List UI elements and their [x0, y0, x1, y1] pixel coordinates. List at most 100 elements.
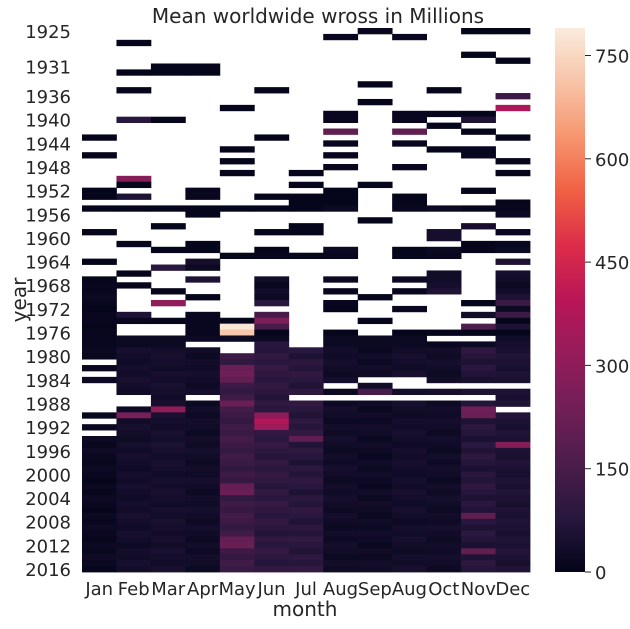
heatmap-cell [254, 347, 290, 354]
heatmap-cell [150, 359, 186, 366]
heatmap-cell [426, 465, 462, 472]
heatmap-cell [254, 335, 290, 342]
heatmap-cell [323, 524, 359, 532]
heatmap-cell [426, 282, 462, 289]
heatmap-cell [323, 116, 359, 124]
heatmap-cell [426, 122, 462, 129]
heatmap-cell [150, 447, 186, 455]
heatmap-cell [323, 453, 359, 461]
heatmap-cell [185, 335, 221, 342]
heatmap-cell [82, 524, 117, 532]
heatmap-cell [323, 465, 359, 472]
heatmap-cell [185, 382, 221, 390]
heatmap-cell [254, 317, 290, 325]
heatmap-cell [288, 388, 324, 396]
y-tick-label: 1964 [25, 253, 71, 274]
heatmap-cell [116, 311, 152, 319]
heatmap-cell [82, 282, 117, 289]
heatmap-cell [392, 459, 428, 466]
heatmap-cell [392, 193, 428, 200]
heatmap-cell [426, 501, 462, 508]
heatmap-cell [392, 329, 428, 336]
heatmap-cell [254, 524, 290, 532]
heatmap-cell [495, 288, 531, 295]
heatmap-cell [82, 453, 117, 461]
heatmap-cell [150, 512, 186, 520]
heatmap-cell [495, 104, 531, 112]
heatmap-cell [495, 199, 531, 206]
heatmap-cell [323, 512, 359, 520]
heatmap-cell [323, 548, 359, 555]
heatmap-cell [357, 542, 393, 549]
heatmap-cell [254, 489, 290, 496]
heatmap-cell [323, 33, 359, 41]
heatmap-cell [495, 246, 531, 254]
heatmap-cell [495, 412, 531, 419]
heatmap-cell [150, 554, 186, 561]
heatmap-cell [254, 134, 290, 141]
heatmap-cell [461, 240, 496, 248]
heatmap-cell [461, 400, 496, 407]
heatmap-cell [254, 554, 290, 561]
heatmap-cell [426, 87, 462, 94]
heatmap-cell [495, 341, 531, 348]
heatmap-cell [495, 335, 531, 342]
heatmap-cell [116, 181, 152, 189]
heatmap-cell [116, 341, 152, 348]
x-axis-ticks: Jan Feb Mar Apr May Jun Jul Aug Sep Aug Oct Nov Dec [84, 579, 530, 600]
heatmap-cell [323, 376, 359, 384]
heatmap-cell [495, 495, 531, 502]
heatmap-cell [426, 270, 462, 277]
heatmap-cell [426, 406, 462, 413]
heatmap-cell [392, 483, 428, 490]
heatmap-cell [495, 311, 531, 319]
heatmap-cell [150, 388, 186, 396]
heatmap-cell [392, 506, 428, 514]
heatmap-cell [254, 359, 290, 366]
heatmap-cell [150, 560, 186, 567]
heatmap-cell [150, 223, 186, 230]
heatmap-cell [357, 512, 393, 520]
heatmap-cell [254, 418, 290, 425]
heatmap-cell [185, 548, 221, 555]
heatmap-cell [254, 566, 290, 573]
heatmap-cell [185, 388, 221, 396]
heatmap-cell [357, 530, 393, 537]
heatmap-cell [254, 282, 290, 289]
y-tick-label: 1984 [25, 371, 71, 392]
heatmap-cell [495, 430, 531, 437]
heatmap-cell [254, 506, 290, 514]
heatmap-cell [357, 181, 393, 189]
heatmap-cell [357, 424, 393, 431]
heatmap-cell [150, 347, 186, 354]
heatmap-cell [219, 524, 255, 532]
heatmap-cell [150, 335, 186, 342]
heatmap-cell [392, 164, 428, 171]
heatmap-cell [288, 459, 324, 466]
heatmap-cell [461, 436, 496, 443]
heatmap-cell [185, 424, 221, 431]
y-tick-label: 1996 [25, 442, 71, 463]
heatmap-cell [116, 489, 152, 496]
y-tick-label: 1948 [25, 158, 71, 179]
y-tick-label: 1980 [25, 347, 71, 368]
y-axis-label: year [7, 277, 31, 322]
heatmap-cell [323, 489, 359, 496]
heatmap-cell [288, 536, 324, 543]
heatmap-cell [82, 311, 117, 319]
heatmap-cell [254, 288, 290, 295]
heatmap-cell [357, 447, 393, 455]
heatmap-cell [150, 264, 186, 271]
heatmap-cell [219, 518, 255, 526]
heatmap-cell [116, 412, 152, 419]
heatmap-cell [288, 447, 324, 455]
heatmap-cell [116, 524, 152, 532]
heatmap-cell [288, 353, 324, 360]
heatmap-cell [426, 229, 462, 236]
heatmap-cell [323, 400, 359, 407]
heatmap-cell [392, 110, 428, 118]
heatmap-cell [185, 418, 221, 425]
heatmap-cell [219, 418, 255, 425]
heatmap-cell [392, 288, 428, 295]
